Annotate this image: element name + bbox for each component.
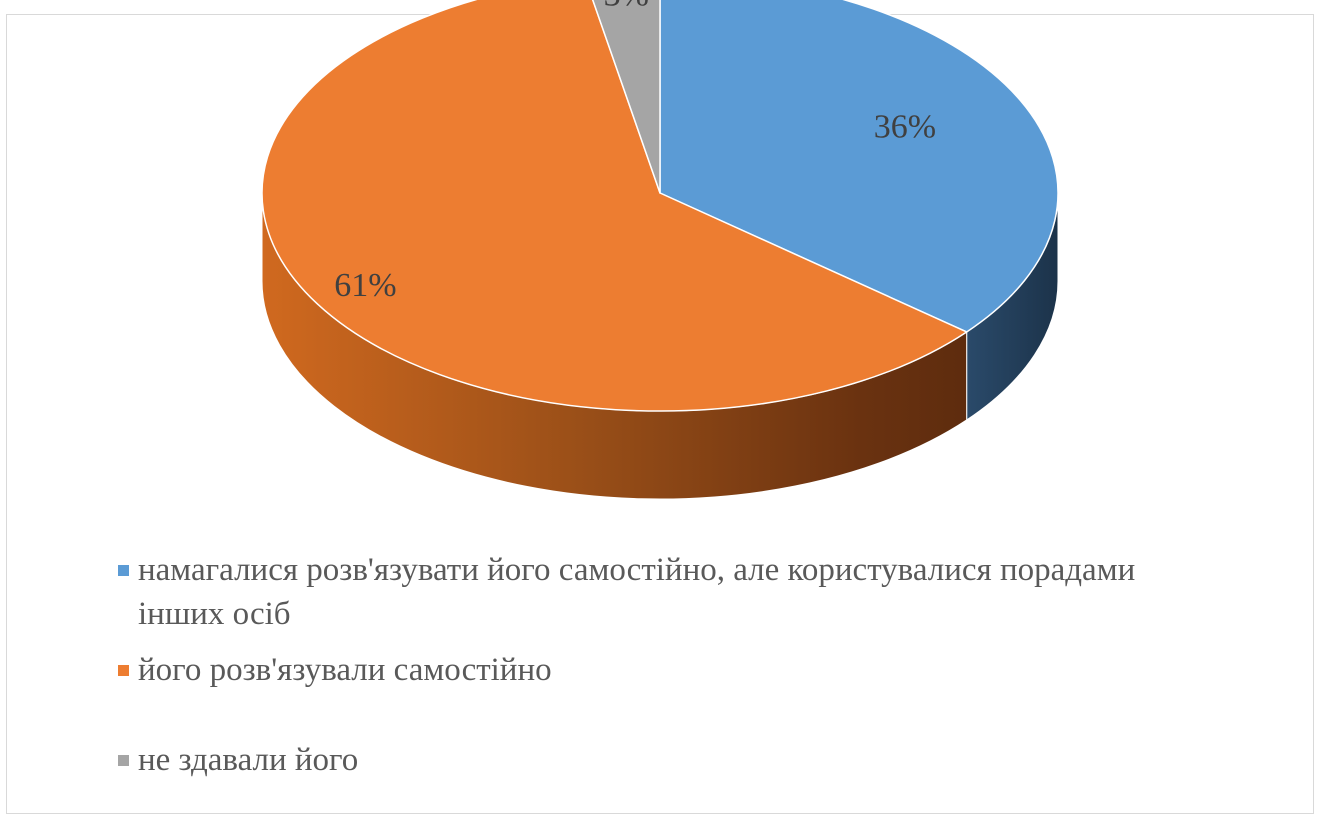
legend-swatch — [118, 755, 129, 766]
pie-tops — [261, 0, 1059, 412]
pie-chart: 36% 61% 3% — [261, 0, 1059, 500]
legend-label: намагалися розв'язувати його самостійно,… — [138, 552, 1136, 632]
pie-labels: 36% 61% 3% — [334, 0, 936, 304]
data-label-orange-slice: 61% — [334, 267, 396, 304]
data-label-blue-slice: 36% — [874, 109, 936, 146]
legend-item: його розв'язували самостійно — [118, 648, 1258, 692]
orange-slice — [261, 0, 968, 412]
legend-swatch — [118, 565, 129, 576]
legend-item: намагалися розв'язувати його самостійно,… — [118, 548, 1258, 636]
legend-item: не здавали його — [118, 738, 1258, 782]
blue-slice — [659, 0, 1059, 333]
data-label-gray-slice: 3% — [604, 0, 649, 13]
legend-label: його розв'язували самостійно — [138, 652, 552, 688]
gray-slice — [591, 0, 661, 194]
legend-swatch — [118, 665, 129, 676]
legend-label: не здавали його — [138, 742, 359, 778]
